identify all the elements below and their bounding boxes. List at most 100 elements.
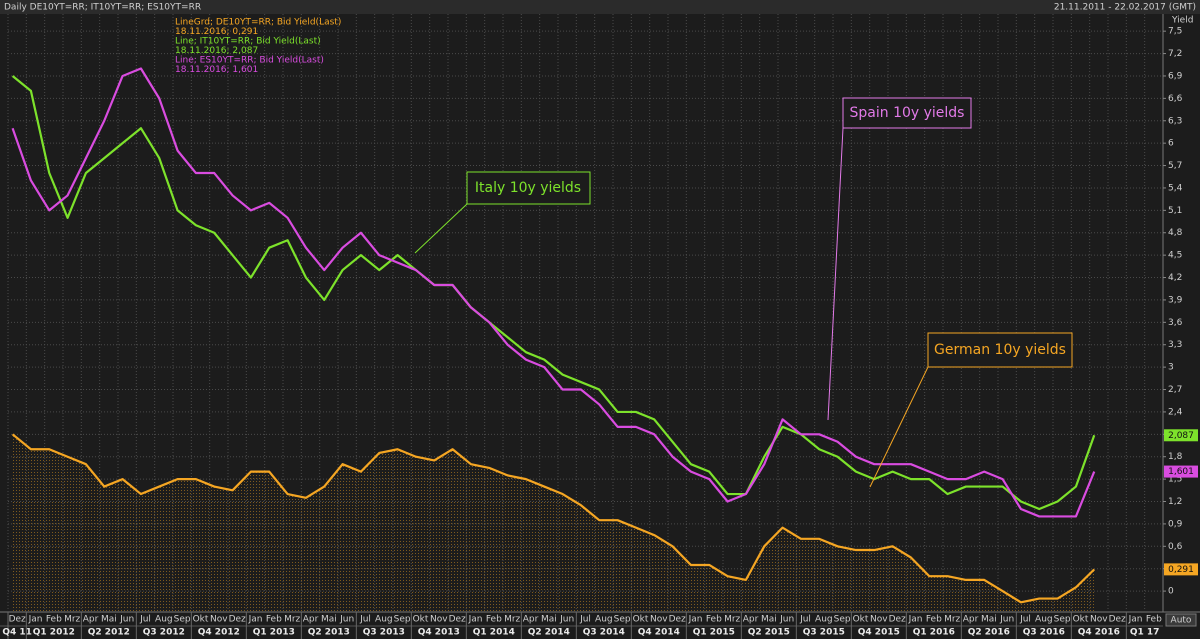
legend-entry: LineGrd; DE10YT=RR; Bid Yield(Last) bbox=[175, 18, 341, 28]
quarter-label: Q4 2015 bbox=[858, 628, 900, 638]
y-tick-label: 2,7 bbox=[1168, 385, 1182, 395]
x-tick-label: Mrz bbox=[724, 615, 740, 625]
legend-value: 18.11.2016; 2,087 bbox=[175, 46, 258, 56]
y-tick-label: 1,8 bbox=[1168, 452, 1183, 462]
y-tick-label: 3 bbox=[1168, 363, 1174, 373]
y-tick-label: 0,6 bbox=[1168, 542, 1183, 552]
line bbox=[11, 67, 1096, 518]
annotation-box bbox=[842, 97, 972, 129]
chart-title: Daily DE10YT=RR; IT10YT=RR; ES10YT=RR bbox=[4, 3, 201, 13]
quarter-label: Q4 2012 bbox=[198, 628, 240, 638]
x-tick-label: Mai bbox=[541, 615, 557, 625]
x-tick-label: Feb bbox=[266, 615, 282, 625]
legend-entry: Line; IT10YT=RR; Bid Yield(Last) bbox=[175, 37, 321, 47]
x-tick-label: Mai bbox=[761, 615, 777, 625]
x-tick-label: Jul bbox=[579, 615, 591, 625]
x-tick-label: Dez bbox=[889, 615, 906, 625]
quarter-label: Q3 2013 bbox=[363, 628, 405, 638]
x-tick-label: Sep bbox=[614, 615, 631, 625]
x-tick-label: Feb bbox=[46, 615, 62, 625]
x-tick-label: Apr bbox=[303, 615, 319, 625]
x-tick-label: Aug bbox=[815, 615, 833, 625]
quarter-label: Q3 2016 bbox=[1023, 628, 1065, 638]
quarter-label: Q4 11 bbox=[2, 628, 32, 638]
x-tick-label: Mai bbox=[321, 615, 337, 625]
quarter-label: Q1 2016 bbox=[913, 628, 955, 638]
y-tick-label: 5,4 bbox=[1168, 183, 1183, 193]
x-tick-label: Okt bbox=[1073, 615, 1089, 625]
x-tick-label: Nov bbox=[1090, 615, 1108, 625]
y-tick-label: 4,2 bbox=[1168, 273, 1182, 283]
annotation-text: Italy 10y yields bbox=[475, 180, 581, 196]
x-tick-label: Aug bbox=[375, 615, 393, 625]
x-tick-label: Apr bbox=[83, 615, 99, 625]
x-tick-label: Mrz bbox=[64, 615, 80, 625]
value-label-box bbox=[1164, 429, 1198, 442]
x-tick-label: Mrz bbox=[284, 615, 300, 625]
x-tick-label: Aug bbox=[595, 615, 613, 625]
x-tick-label: Jan bbox=[1128, 615, 1143, 625]
x-tick-label: Apr bbox=[963, 615, 979, 625]
quarter-label: Q1 2013 bbox=[253, 628, 295, 638]
y-tick-label: 6 bbox=[1168, 139, 1174, 149]
quarter-label: Q4 2013 bbox=[418, 628, 460, 638]
quarter-label: Q2 2013 bbox=[308, 628, 350, 638]
y-tick-label: 1,5 bbox=[1168, 475, 1182, 485]
y-tick-label: 6,6 bbox=[1168, 94, 1183, 104]
quarter-label: Q2 2015 bbox=[748, 628, 790, 638]
x-tick-label: Apr bbox=[743, 615, 759, 625]
annotation-text: German 10y yields bbox=[934, 342, 1066, 358]
quarter-label: Q3 2015 bbox=[803, 628, 845, 638]
line bbox=[11, 75, 1096, 511]
x-tick-label: Okt bbox=[633, 615, 649, 625]
x-tick-label: Apr bbox=[523, 615, 539, 625]
x-tick-label: Jan bbox=[908, 615, 923, 625]
x-tick-label: Mrz bbox=[504, 615, 520, 625]
y-tick-label: 2,4 bbox=[1168, 407, 1183, 417]
x-tick-label: Mai bbox=[981, 615, 997, 625]
y-tick-label: 4,8 bbox=[1168, 228, 1183, 238]
x-tick-label: Nov bbox=[650, 615, 668, 625]
auto-button-label[interactable]: Auto bbox=[1171, 616, 1192, 626]
annotation-box bbox=[927, 332, 1073, 368]
x-tick-label: Sep bbox=[174, 615, 191, 625]
x-tick-label: Jan bbox=[28, 615, 43, 625]
y-tick-label: 3,6 bbox=[1168, 318, 1183, 328]
auto-button[interactable] bbox=[1165, 613, 1197, 627]
x-tick-label: Jun bbox=[119, 615, 134, 625]
y-axis-label: Yield bbox=[1171, 16, 1193, 26]
x-tick-label: Jul bbox=[799, 615, 811, 625]
x-tick-label: Sep bbox=[1054, 615, 1071, 625]
x-tick-label: Dez bbox=[9, 615, 26, 625]
annotation-italy: Italy 10y yields bbox=[414, 171, 591, 254]
value-label-box bbox=[1164, 563, 1198, 576]
x-tick-label: Jul bbox=[1019, 615, 1031, 625]
leader-line bbox=[869, 366, 929, 488]
quarter-label: Q2 2012 bbox=[88, 628, 130, 638]
y-tick-label: 7,2 bbox=[1168, 49, 1182, 59]
leader-line bbox=[414, 203, 468, 254]
y-tick-label: 0,9 bbox=[1168, 519, 1183, 529]
x-tick-label: Aug bbox=[1035, 615, 1053, 625]
y-tick-label: 3,3 bbox=[1168, 340, 1182, 350]
value-label-box bbox=[1164, 465, 1198, 478]
value-label: 2,087 bbox=[1168, 431, 1194, 441]
y-tick-label: 1,2 bbox=[1168, 497, 1182, 507]
x-tick-label: Mai bbox=[101, 615, 117, 625]
x-tick-label: Jul bbox=[139, 615, 151, 625]
quarter-label: Q3 2014 bbox=[583, 628, 625, 638]
x-tick-label: Jan bbox=[468, 615, 483, 625]
legend-entry: Line; ES10YT=RR; Bid Yield(Last) bbox=[175, 56, 324, 66]
x-tick-label: Nov bbox=[430, 615, 448, 625]
y-tick-label: 5,1 bbox=[1168, 206, 1182, 216]
legend-value: 18.11.2016; 1,601 bbox=[175, 65, 258, 75]
x-tick-label: Jul bbox=[359, 615, 371, 625]
x-tick-label: Dez bbox=[1109, 615, 1126, 625]
legend-value: 18.11.2016; 0,291 bbox=[175, 27, 258, 37]
quarter-label: Q3 2012 bbox=[143, 628, 185, 638]
x-tick-label: Jun bbox=[339, 615, 354, 625]
x-tick-label: Feb bbox=[486, 615, 502, 625]
quarter-label: Q1 2015 bbox=[693, 628, 735, 638]
y-tick-label: 0 bbox=[1168, 587, 1174, 597]
